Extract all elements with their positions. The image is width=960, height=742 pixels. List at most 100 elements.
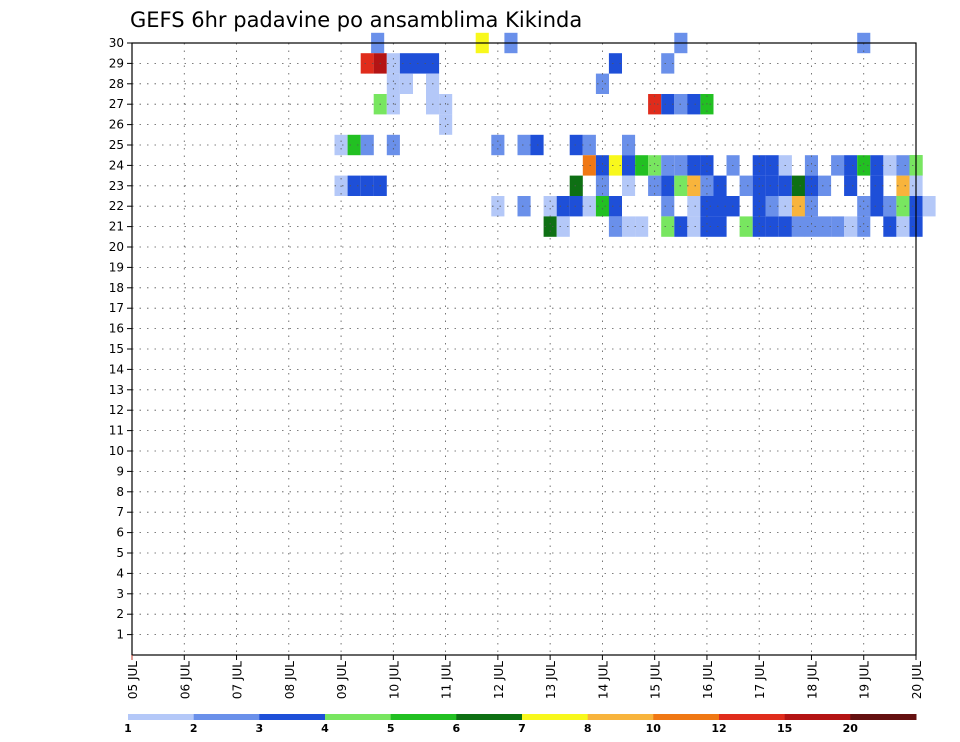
colorbar-swatch	[456, 714, 523, 720]
colorbar-label: 7	[518, 722, 526, 735]
x-tick-label: 05 JUL	[126, 661, 140, 699]
y-tick-label: 21	[109, 220, 124, 234]
colorbar-label: 15	[777, 722, 792, 735]
heatmap-cell	[622, 216, 636, 237]
heatmap-cell	[543, 216, 557, 237]
heatmap-cell	[700, 216, 714, 237]
heatmap-cell	[765, 175, 779, 196]
y-tick-label: 15	[109, 342, 124, 356]
y-tick-label: 18	[109, 281, 124, 295]
heatmap-cell	[857, 216, 871, 237]
heatmap-cell	[818, 216, 832, 237]
x-tick-label: 20 JUL	[910, 661, 924, 699]
heatmap-cell	[569, 196, 583, 217]
heatmap-cell	[661, 216, 675, 237]
colorbar-swatch	[719, 714, 786, 720]
heatmap-cell	[622, 175, 636, 196]
heatmap-cell	[412, 53, 426, 74]
heatmap-cell	[360, 53, 374, 74]
y-tick-label: 4	[116, 566, 124, 580]
heatmap-cell	[608, 155, 622, 176]
heatmap-cell	[661, 196, 675, 217]
heatmap-cell	[804, 216, 818, 237]
heatmap-cell	[896, 175, 910, 196]
heatmap-cell	[622, 134, 636, 156]
colorbar-swatch	[850, 714, 917, 720]
heatmap-cell	[896, 196, 910, 217]
heatmap-cell	[687, 216, 701, 237]
x-tick-label: 06 JUL	[178, 661, 192, 699]
y-tick-label: 19	[109, 260, 124, 274]
y-tick-label: 13	[109, 383, 124, 397]
heatmap-cell	[608, 53, 622, 74]
heatmap-cell	[334, 134, 348, 156]
heatmap-cell	[386, 134, 400, 156]
colorbar-swatch	[587, 714, 654, 720]
colorbar-label: 12	[711, 722, 726, 735]
heatmap-cell	[791, 196, 805, 217]
x-tick-label: 10 JUL	[387, 661, 401, 699]
x-tick-label: 17 JUL	[753, 661, 767, 699]
heatmap-cell	[752, 196, 766, 217]
heatmap-cell	[661, 175, 675, 196]
heatmap-cell	[661, 94, 675, 115]
y-tick-label: 11	[109, 424, 124, 438]
heatmap-cell	[608, 196, 622, 217]
heatmap-cell	[739, 216, 753, 237]
x-tick-label: 18 JUL	[806, 661, 820, 699]
y-tick-label: 12	[109, 403, 124, 417]
heatmap-cell	[399, 53, 413, 74]
heatmap-cell	[608, 216, 622, 237]
heatmap-cell	[556, 216, 570, 237]
heatmap-cell	[491, 134, 505, 156]
heatmap-cell	[569, 134, 583, 156]
heatmap-cell	[818, 175, 832, 196]
grid-lines	[132, 43, 916, 655]
x-tick-label: 12 JUL	[492, 661, 506, 699]
heatmap-cell	[804, 196, 818, 217]
y-tick-label: 26	[109, 118, 124, 132]
heatmap-cell	[844, 175, 858, 196]
y-tick-label: 22	[109, 199, 124, 213]
y-tick-label: 14	[109, 362, 124, 376]
heatmap-cell	[635, 216, 649, 237]
heatmap-cells	[334, 32, 936, 237]
heatmap-cell	[622, 155, 636, 176]
y-tick-label: 7	[116, 505, 124, 519]
y-axis: 1234567891011121314151617181920212223242…	[109, 36, 132, 642]
colorbar-swatch	[522, 714, 589, 720]
y-tick-label: 17	[109, 301, 124, 315]
x-tick-label: 15 JUL	[649, 661, 663, 699]
heatmap-cell	[386, 53, 400, 74]
heatmap-cell	[360, 134, 374, 156]
y-tick-label: 20	[109, 240, 124, 254]
colorbar: 1 2 3 4 5 6 7 8 10 12 15 20	[124, 714, 917, 735]
heatmap-cell	[870, 175, 884, 196]
heatmap-cell	[661, 155, 675, 176]
colorbar-swatch	[390, 714, 457, 720]
heatmap-cell	[804, 155, 818, 176]
colorbar-label: 6	[452, 722, 460, 735]
colorbar-label: 2	[190, 722, 198, 735]
heatmap-cell	[857, 196, 871, 217]
y-tick-label: 8	[116, 485, 124, 499]
y-tick-label: 3	[116, 587, 124, 601]
y-tick-label: 28	[109, 77, 124, 91]
heatmap-cell	[517, 134, 531, 156]
heatmap-cell	[765, 216, 779, 237]
x-tick-label: 14 JUL	[596, 661, 610, 699]
heatmap-cell	[687, 94, 701, 115]
colorbar-swatch	[784, 714, 851, 720]
heatmap-cell	[595, 155, 609, 176]
heatmap-cell	[687, 196, 701, 217]
colorbar-label: 5	[387, 722, 395, 735]
x-tick-label: 08 JUL	[283, 661, 297, 699]
x-tick-label: 16 JUL	[701, 661, 715, 699]
heatmap-cell	[922, 196, 936, 217]
heatmap-cell	[844, 216, 858, 237]
colorbar-label: 3	[255, 722, 263, 735]
colorbar-swatch	[259, 714, 326, 720]
x-tick-label: 19 JUL	[858, 661, 872, 699]
colorbar-swatch	[653, 714, 720, 720]
colorbar-label: 8	[584, 722, 592, 735]
